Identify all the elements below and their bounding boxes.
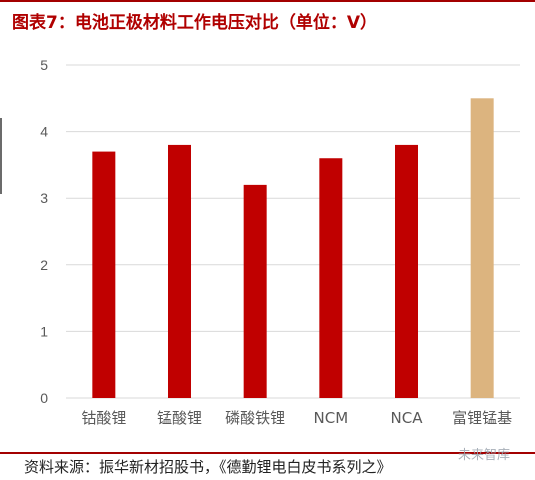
bar-0 — [92, 151, 116, 398]
y-tick-label: 2 — [40, 257, 48, 273]
figure-header: 图表7：电池正极材料工作电压对比（单位：V） — [0, 0, 535, 40]
y-tick-label: 5 — [40, 57, 48, 73]
bar-1 — [168, 144, 191, 398]
y-tick-label: 3 — [40, 190, 48, 206]
bar-4 — [395, 144, 418, 398]
y-tick-label: 0 — [40, 390, 48, 406]
y-tick-label: 4 — [40, 124, 48, 140]
category-label: 富锂锰基 — [452, 409, 512, 427]
figure-source: 资料来源：振华新材招股书，《德勤锂电白皮书系列之》 — [24, 458, 392, 476]
y-tick-label: 1 — [40, 323, 48, 339]
category-label: NCM — [314, 409, 349, 427]
bar-2 — [243, 184, 267, 398]
category-label: 钴酸锂 — [81, 409, 126, 427]
figure-title: 图表7：电池正极材料工作电压对比（单位：V） — [12, 13, 377, 33]
bar-5 — [470, 98, 494, 399]
watermark-text: 未来智库 — [458, 448, 511, 463]
source-divider — [0, 452, 535, 454]
left-edge-marker — [0, 118, 2, 194]
category-label: 锰酸锂 — [157, 409, 202, 427]
bar-chart: 0 1 2 3 4 5 钴酸锂 锰酸锂 磷酸铁锂 NCM NCA 富锂锰基 — [40, 57, 520, 427]
category-label: 磷酸铁锂 — [225, 409, 285, 427]
bar-3 — [319, 158, 343, 398]
category-label: NCA — [391, 409, 424, 427]
